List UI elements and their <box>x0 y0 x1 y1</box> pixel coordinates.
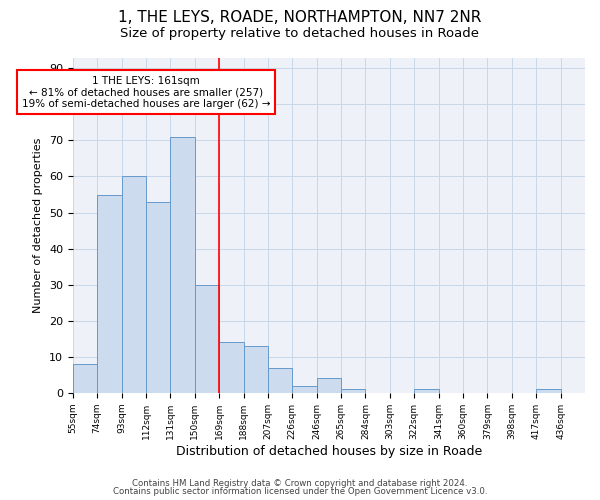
Bar <box>195 284 219 393</box>
Bar <box>170 137 195 393</box>
Bar <box>219 342 244 393</box>
Bar <box>244 346 268 393</box>
Y-axis label: Number of detached properties: Number of detached properties <box>34 138 43 313</box>
Bar <box>146 202 170 393</box>
Bar <box>317 378 341 393</box>
Bar <box>292 386 317 393</box>
Bar <box>97 194 122 393</box>
Text: Contains public sector information licensed under the Open Government Licence v3: Contains public sector information licen… <box>113 487 487 496</box>
Bar <box>73 364 97 393</box>
Bar <box>341 389 365 393</box>
Bar <box>268 368 292 393</box>
X-axis label: Distribution of detached houses by size in Roade: Distribution of detached houses by size … <box>176 444 482 458</box>
Text: Contains HM Land Registry data © Crown copyright and database right 2024.: Contains HM Land Registry data © Crown c… <box>132 478 468 488</box>
Text: Size of property relative to detached houses in Roade: Size of property relative to detached ho… <box>121 28 479 40</box>
Bar <box>414 389 439 393</box>
Text: 1, THE LEYS, ROADE, NORTHAMPTON, NN7 2NR: 1, THE LEYS, ROADE, NORTHAMPTON, NN7 2NR <box>118 10 482 25</box>
Bar <box>536 389 560 393</box>
Text: 1 THE LEYS: 161sqm
← 81% of detached houses are smaller (257)
19% of semi-detach: 1 THE LEYS: 161sqm ← 81% of detached hou… <box>22 76 270 108</box>
Bar <box>122 176 146 393</box>
